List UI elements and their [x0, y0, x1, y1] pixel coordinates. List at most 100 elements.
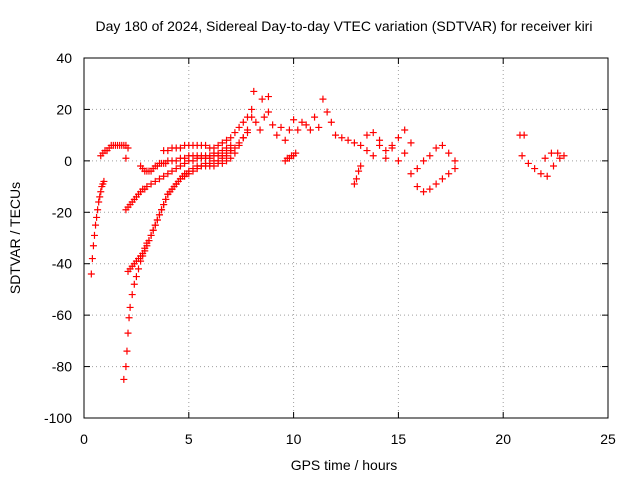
data-point [155, 211, 163, 219]
y-tick-label: 0 [64, 153, 72, 169]
data-point [223, 157, 231, 165]
data-point [94, 206, 102, 214]
plot-frame [83, 57, 609, 419]
data-point [231, 149, 239, 157]
data-point [369, 129, 377, 137]
series-track-m [363, 141, 459, 196]
series-track-q [541, 149, 568, 162]
data-point [344, 136, 352, 144]
data-point [128, 291, 136, 299]
y-axis-ticks: -100 -80 -60 -40 -20 0 20 40 [44, 50, 608, 426]
y-tick-label: -100 [44, 410, 72, 426]
data-point [332, 131, 340, 139]
data-point [401, 149, 409, 157]
data-point [95, 198, 103, 206]
y-tick-label: -60 [52, 307, 72, 323]
data-point [134, 265, 142, 273]
series-track-e [124, 126, 251, 275]
data-point [162, 195, 170, 203]
data-point [149, 226, 157, 234]
data-point [210, 144, 218, 152]
data-point [97, 188, 105, 196]
data-point [218, 139, 226, 147]
data-point [248, 105, 256, 113]
data-point [413, 183, 421, 191]
data-point [185, 170, 193, 178]
data-point [223, 136, 231, 144]
data-point [164, 170, 172, 178]
data-point [172, 165, 180, 173]
data-point [323, 108, 331, 116]
data-point [124, 144, 132, 152]
data-point [438, 175, 446, 183]
data-point [172, 157, 180, 165]
data-point [269, 121, 277, 129]
data-point [172, 180, 180, 188]
data-point [122, 363, 130, 371]
data-point [556, 154, 564, 162]
data-point [252, 118, 260, 126]
data-point [518, 152, 526, 160]
data-point [451, 157, 459, 165]
data-point [531, 165, 539, 173]
data-point [143, 183, 151, 191]
data-point [87, 270, 95, 278]
data-point [181, 154, 189, 162]
data-point [193, 165, 201, 173]
data-point [413, 165, 421, 173]
data-point [543, 172, 551, 180]
data-point [89, 242, 97, 250]
data-point [258, 95, 266, 103]
y-tick-label: 40 [56, 50, 72, 66]
series-track-h [248, 95, 335, 144]
data-point [432, 180, 440, 188]
data-point [231, 129, 239, 137]
data-point [248, 113, 256, 121]
data-point [160, 201, 168, 209]
data-point [130, 280, 138, 288]
data-point [420, 157, 428, 165]
data-point [363, 131, 371, 139]
series-track-l [350, 162, 365, 188]
series-track-d [122, 129, 251, 214]
series-track-o [516, 131, 528, 139]
data-point [227, 154, 235, 162]
data-point [315, 123, 323, 131]
data-point [235, 123, 243, 131]
data-point [547, 149, 555, 157]
data-point [88, 255, 96, 263]
data-point [357, 162, 365, 170]
data-point [202, 141, 210, 149]
data-point [239, 118, 247, 126]
data-point [235, 141, 243, 149]
data-point [338, 134, 346, 142]
data-point [256, 126, 264, 134]
data-point [277, 123, 285, 131]
x-tick-label: 0 [80, 431, 88, 447]
data-point [407, 170, 415, 178]
data-point [139, 249, 147, 257]
data-point [160, 172, 168, 180]
data-point [560, 152, 568, 160]
data-point [164, 190, 172, 198]
data-point [164, 147, 172, 155]
data-point [350, 180, 358, 188]
y-tick-label: 20 [56, 101, 72, 117]
data-point [357, 141, 365, 149]
data-point [298, 118, 306, 126]
data-point [306, 126, 314, 134]
data-point [394, 157, 402, 165]
series-track-p [518, 152, 564, 180]
data-point [206, 152, 214, 160]
series-track-j [250, 87, 272, 103]
data-point [352, 175, 360, 183]
data-point [292, 149, 300, 157]
data-point [355, 167, 363, 175]
data-point [520, 131, 528, 139]
data-point [168, 167, 176, 175]
y-axis-label: SDTVAR / TECUs [7, 182, 23, 294]
data-point [243, 126, 251, 134]
data-point [350, 139, 358, 147]
data-point [541, 154, 549, 162]
data-point [218, 147, 226, 155]
